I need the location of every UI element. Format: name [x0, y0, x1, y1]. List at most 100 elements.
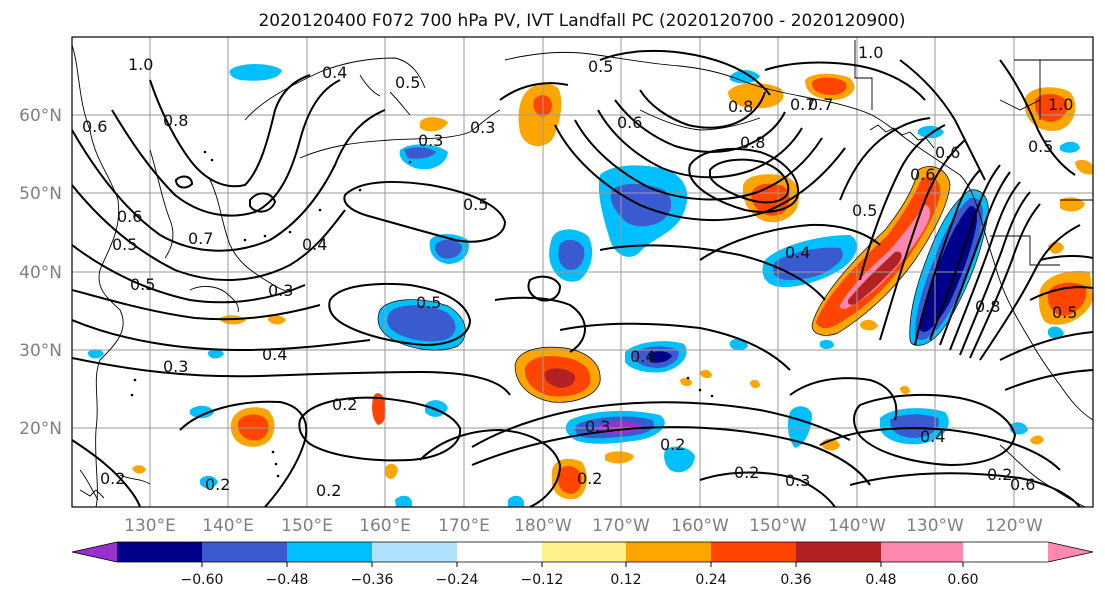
- contour-label: 0.5: [1028, 137, 1053, 156]
- lon-label: 120°W: [985, 516, 1043, 536]
- contour-label: 0.5: [1052, 303, 1077, 322]
- colorbar-swatch: [626, 542, 711, 562]
- colorbar-tick-label: −0.48: [266, 572, 309, 588]
- lon-label: 160°E: [359, 516, 411, 536]
- map-content: 0.4 0.5 0.8 1.0 0.6 0.7 0.3 0.5 0.6 0.5 …: [72, 37, 1093, 507]
- contour-label: 0.4: [322, 63, 347, 82]
- graticule: [72, 37, 1093, 507]
- contour-label: 0.2: [660, 435, 685, 454]
- negative-band-coast: [909, 189, 989, 346]
- lon-label: 170°W: [592, 516, 650, 536]
- contour-label: 0.8: [728, 97, 753, 116]
- colorbar-extend-low: [72, 542, 117, 562]
- contour-label: 0.3: [268, 281, 293, 300]
- contour-label: 0.6: [935, 143, 960, 162]
- shaded-fields: [88, 64, 1093, 507]
- contour-label: 0.3: [785, 471, 810, 490]
- contour-label: 0.4: [920, 427, 945, 446]
- colorbar-tick-label: 0.36: [780, 572, 811, 588]
- pv-contours: [72, 49, 1093, 507]
- contour-label: 0.5: [588, 57, 613, 76]
- contour-label: 0.5: [395, 73, 420, 92]
- colorbar-tick-label: 0.48: [865, 572, 896, 588]
- colorbar-ticks: [201, 562, 964, 567]
- contour-label: 0.6: [910, 165, 935, 184]
- colorbar-swatch: [881, 542, 963, 562]
- colorbar-swatch: [796, 542, 881, 562]
- lon-label: 170°E: [438, 516, 490, 536]
- lon-label: 160°W: [671, 516, 729, 536]
- contour-label: 0.8: [163, 111, 188, 130]
- colorbar-tick-label: 0.60: [947, 572, 978, 588]
- contour-label: 0.4: [302, 235, 327, 254]
- contour-label: 0.6: [82, 117, 107, 136]
- contour-label: 0.6: [117, 207, 142, 226]
- contour-label: 1.0: [858, 43, 883, 62]
- map-title: 2020120400 F072 700 hPa PV, IVT Landfall…: [258, 11, 905, 31]
- contour-label: 0.3: [418, 131, 443, 150]
- contour-label: 0.8: [975, 297, 1000, 316]
- contour-label: 0.6: [1010, 475, 1035, 494]
- colorbar-tick-label: 0.12: [610, 572, 641, 588]
- latitude-labels: 60°N 50°N 40°N 30°N 20°N: [19, 106, 62, 439]
- colorbar-extend-high: [1048, 542, 1093, 562]
- contour-label: 0.2: [100, 469, 125, 488]
- contour-label: 0.7: [188, 229, 213, 248]
- colorbar-outline: [71, 541, 1094, 563]
- longitude-labels: 130°E 140°E 150°E 160°E 170°E 180°W 170°…: [124, 516, 1043, 536]
- lon-label: 130°E: [124, 516, 176, 536]
- contour-label: 0.2: [332, 395, 357, 414]
- colorbar-swatch: [202, 542, 287, 562]
- contour-label: 1.0: [128, 55, 153, 74]
- colorbar-swatch: [117, 542, 202, 562]
- contour-label: 0.5: [112, 235, 137, 254]
- colorbar-swatch: [542, 542, 626, 562]
- contour-label: 0.5: [416, 293, 441, 312]
- contour-labels: 0.4 0.5 0.8 1.0 0.6 0.7 0.3 0.5 0.6 0.5 …: [82, 43, 1077, 500]
- contour-label: 0.2: [987, 465, 1012, 484]
- lat-label: 20°N: [19, 419, 62, 439]
- lon-label: 140°W: [828, 516, 886, 536]
- colorbar-swatch: [711, 542, 796, 562]
- lon-label: 180°W: [514, 516, 572, 536]
- lat-label: 50°N: [19, 184, 62, 204]
- contour-label: 0.5: [852, 201, 877, 220]
- contour-label: 0.7: [790, 95, 815, 114]
- contour-label: 0.5: [463, 195, 488, 214]
- lon-label: 140°E: [202, 516, 254, 536]
- lat-label: 60°N: [19, 106, 62, 126]
- contour-label: 0.3: [585, 417, 610, 436]
- contour-label: 0.2: [734, 463, 759, 482]
- contour-label: 0.4: [785, 243, 810, 262]
- islands: [130, 150, 714, 478]
- colorbar: −0.60 −0.48 −0.36 −0.24 −0.12 0.12 0.24 …: [71, 541, 1094, 588]
- contour-label: 0.3: [163, 357, 188, 376]
- lon-label: 150°E: [281, 516, 333, 536]
- colorbar-tick-label: −0.36: [351, 572, 394, 588]
- contour-label: 0.7: [808, 95, 833, 114]
- colorbar-swatch: [457, 542, 542, 562]
- contour-label: 0.5: [130, 275, 155, 294]
- lat-label: 30°N: [19, 341, 62, 361]
- lon-label: 130°W: [906, 516, 964, 536]
- contour-label: 0.3: [470, 118, 495, 137]
- colorbar-tick-label: 0.24: [695, 572, 726, 588]
- contour-label: 0.4: [630, 347, 655, 366]
- colorbar-swatch: [372, 542, 457, 562]
- contour-label: 0.6: [617, 113, 642, 132]
- lon-label: 150°W: [749, 516, 807, 536]
- contour-label: 0.2: [205, 475, 230, 494]
- contour-label: 0.2: [577, 469, 602, 488]
- lat-label: 40°N: [19, 263, 62, 283]
- contour-label: 0.4: [262, 345, 287, 364]
- contour-label: 0.8: [740, 133, 765, 152]
- colorbar-tick-label: −0.12: [521, 572, 564, 588]
- colorbar-swatch: [287, 542, 372, 562]
- map-frame: [71, 36, 1094, 508]
- positive-band-ne-pacific: [812, 166, 950, 336]
- colorbar-tick-label: −0.60: [181, 572, 224, 588]
- contour-label: 0.2: [316, 481, 341, 500]
- contour-label: 1.0: [1048, 95, 1073, 114]
